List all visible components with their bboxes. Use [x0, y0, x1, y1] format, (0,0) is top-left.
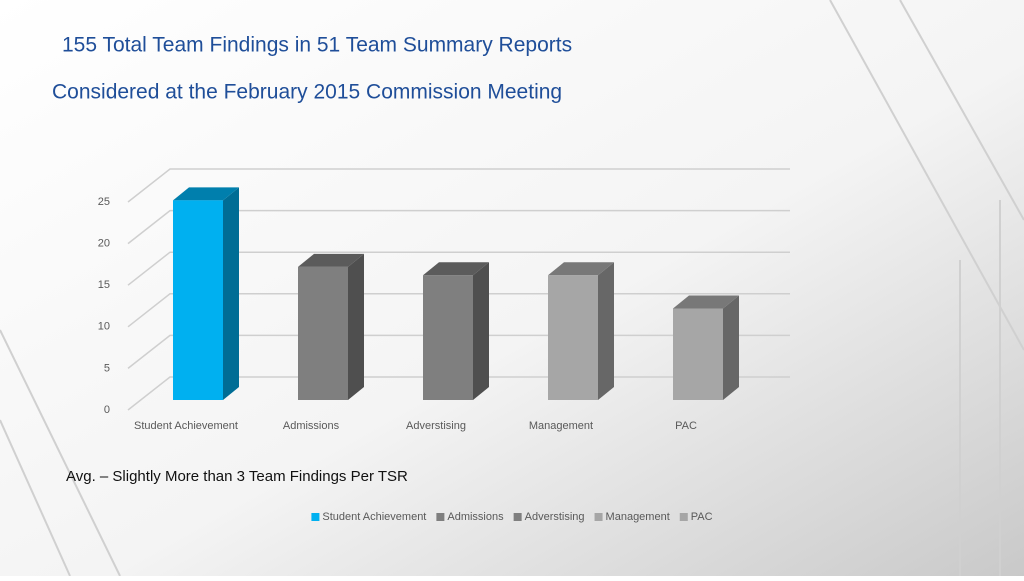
subtitle: Considered at the February 2015 Commissi… [52, 81, 562, 104]
y-tick-label: 10 [98, 321, 110, 333]
bar [298, 266, 348, 400]
grid-line [127, 168, 790, 203]
y-tick-label: 15 [98, 279, 110, 291]
legend-label: Management [606, 511, 670, 523]
bar-top [298, 253, 364, 267]
bar [173, 200, 223, 400]
legend-label: Student Achievement [322, 511, 426, 523]
x-tick-label: Student Achievement [134, 420, 238, 432]
legend-label: PAC [691, 511, 713, 523]
legend-label: Admissions [447, 511, 504, 523]
bar-side [223, 187, 239, 400]
legend-swatch [513, 513, 522, 521]
x-tick-label: PAC [675, 420, 697, 432]
bar-side [598, 262, 614, 400]
bar-side [473, 262, 489, 400]
legend-swatch [436, 513, 445, 521]
y-tick-label: 5 [104, 362, 110, 374]
legend-swatch [679, 513, 688, 521]
grid-line [127, 209, 790, 245]
bar [673, 308, 723, 400]
bar-side [723, 295, 739, 400]
y-tick-label: 0 [104, 404, 110, 416]
bar-top [173, 187, 239, 201]
bar-top [423, 262, 489, 276]
bar [548, 275, 598, 400]
legend-label: Adverstising [525, 511, 585, 523]
x-tick-label: Adverstising [406, 420, 466, 432]
legend-swatch [311, 513, 320, 521]
x-tick-label: Admissions [283, 420, 340, 432]
bar-top [548, 262, 614, 276]
legend-swatch [594, 513, 603, 521]
bar-side [348, 253, 364, 400]
bar-top [673, 295, 739, 309]
grid-line [127, 251, 790, 286]
bar [423, 275, 473, 400]
annotation: Avg. – Slightly More than 3 Team Finding… [66, 468, 408, 485]
y-tick-label: 25 [98, 196, 110, 208]
x-tick-label: Management [529, 420, 593, 432]
y-tick-label: 20 [98, 238, 110, 250]
title: 155 Total Team Findings in 51 Team Summa… [62, 34, 572, 57]
